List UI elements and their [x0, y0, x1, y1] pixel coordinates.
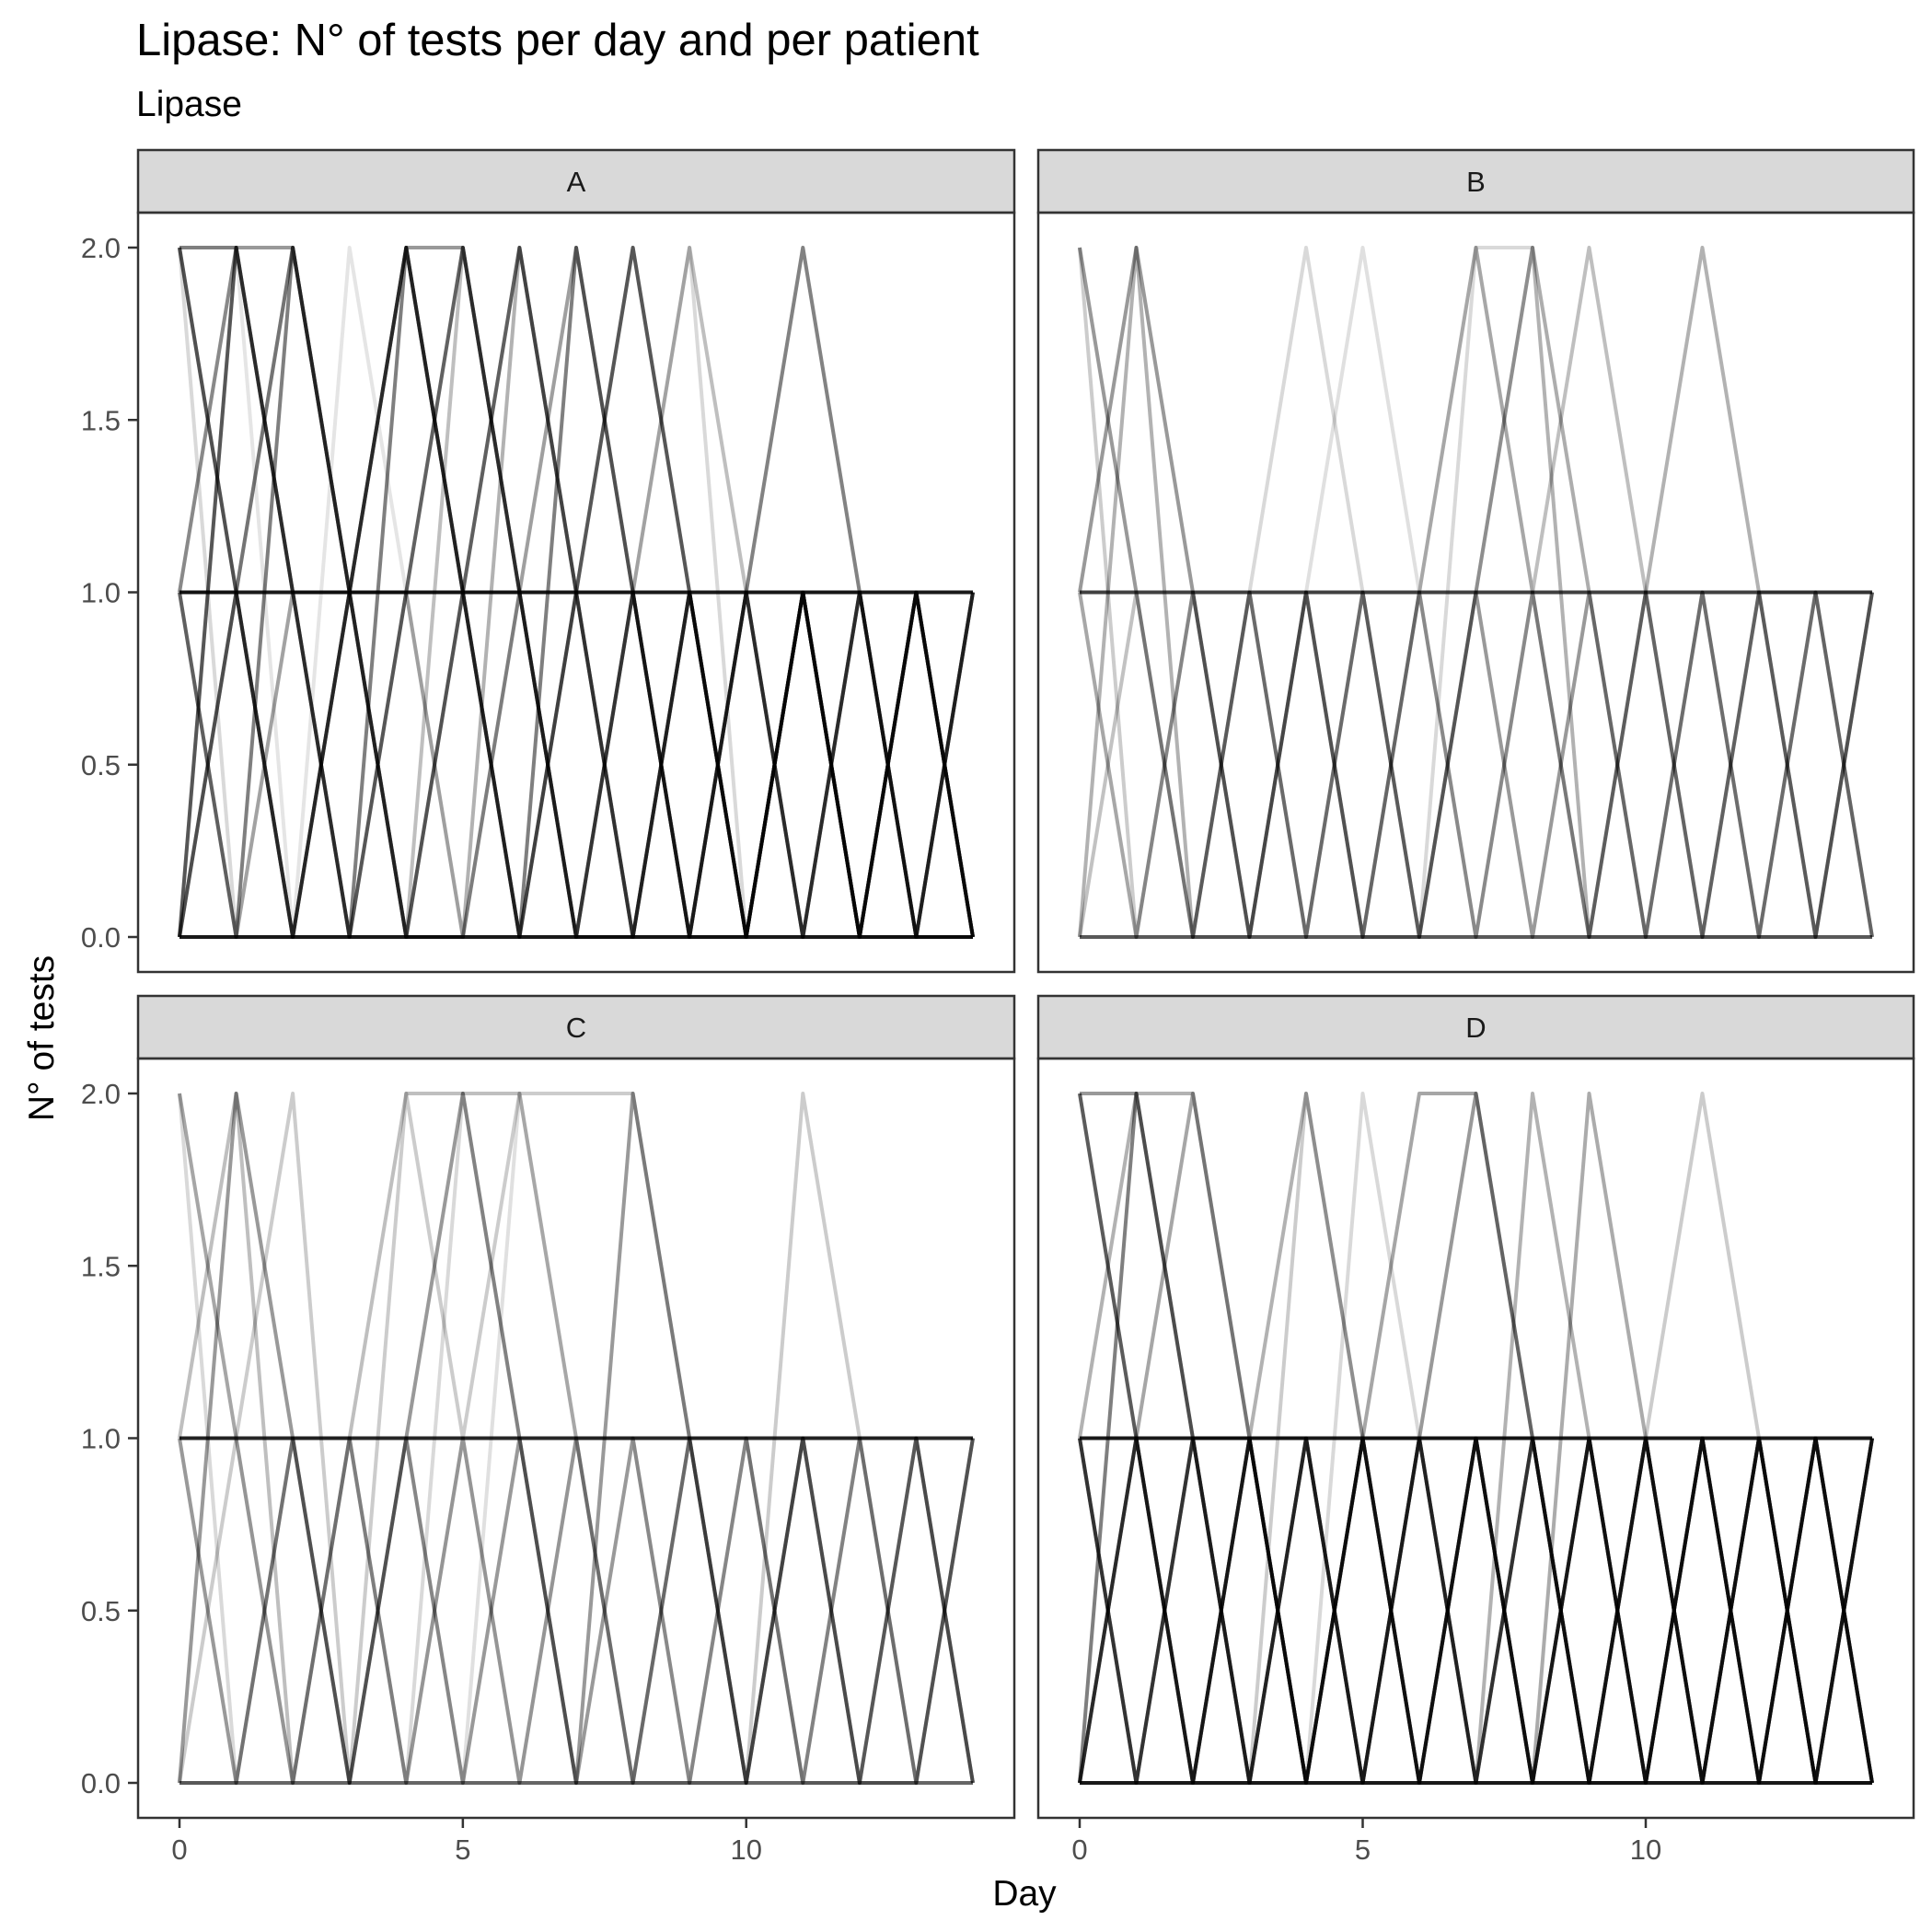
y-tick-label: 0.5 [81, 749, 121, 781]
series-line-7 [1078, 1436, 1874, 1785]
facet-panel-d: D 0 5 10 [1036, 994, 1915, 1866]
series-line-16 [178, 246, 975, 939]
series-line-10 [1078, 590, 1874, 939]
y-tick-label: 0.0 [81, 921, 121, 954]
facet-strip-label: D [1465, 1012, 1486, 1044]
facet-strip [1036, 994, 1915, 1060]
y-tick-label: 1.5 [81, 404, 121, 436]
facet-strip [136, 148, 1016, 214]
series-line-10 [1078, 1092, 1874, 1785]
y-tick-label: 2.0 [81, 232, 121, 264]
series-line-9 [1078, 1092, 1872, 1785]
series-line-6 [1078, 1092, 1874, 1785]
y-tick-label: 1.0 [81, 577, 121, 609]
series-group [1078, 1092, 1874, 1785]
series-line-4 [178, 1092, 975, 1785]
facet-strip-label: A [567, 166, 586, 198]
y-tick-label: 1.0 [81, 1423, 121, 1455]
series-line-8 [1080, 1092, 1874, 1785]
series-group [178, 246, 975, 939]
y-tick-label: 0.5 [81, 1595, 121, 1627]
series-line-6 [179, 246, 973, 939]
y-tick-label: 1.5 [81, 1250, 121, 1282]
x-axis-title: Day [992, 1874, 1057, 1914]
series-line-11 [179, 246, 975, 939]
series-line-13 [178, 246, 975, 939]
facet-panels: A 0.0 0.5 1.0 1.5 2.0 B C 0.0 0.5 1.0 1.5 2.0 0 5 10 D 0 5… [81, 148, 1915, 1866]
series-line-4 [1078, 246, 1874, 939]
facet-panel-b: B [1036, 148, 1915, 974]
series-group [1078, 246, 1874, 939]
series-line-5 [178, 1093, 975, 1785]
panel-border [1036, 211, 1915, 974]
series-line-5 [1078, 246, 1874, 939]
y-tick-label: 0.0 [81, 1767, 121, 1799]
series-line-7 [1078, 246, 1872, 939]
series-line-14 [1078, 1092, 1874, 1785]
series-group [178, 1092, 975, 1785]
facet-panel-a: A 0.0 0.5 1.0 1.5 2.0 [81, 148, 1016, 974]
series-line-7 [178, 1092, 975, 1785]
series-line-3 [1078, 247, 1874, 939]
series-line-4 [1078, 1436, 1874, 1785]
y-axis-title: N° of tests [22, 955, 62, 1121]
x-tick-label: 10 [730, 1834, 761, 1866]
series-line-13 [1078, 1092, 1874, 1785]
series-line-10 [179, 1436, 975, 1785]
panel-border [1036, 1057, 1915, 1820]
facet-strip [1036, 148, 1915, 214]
x-tick-label: 0 [1071, 1834, 1087, 1866]
series-line-9 [1078, 246, 1874, 939]
x-tick-label: 5 [1355, 1834, 1371, 1866]
series-line-12 [1078, 1092, 1874, 1785]
y-tick-label: 2.0 [81, 1078, 121, 1110]
series-line-14 [178, 246, 975, 939]
series-line-6 [178, 1092, 975, 1785]
series-line-3 [178, 1092, 975, 1785]
series-line-8 [1078, 246, 1874, 939]
series-line-5 [178, 246, 975, 939]
series-line-15 [178, 246, 973, 939]
chart-title: Lipase: N° of tests per day and per pati… [136, 16, 979, 65]
x-tick-label: 10 [1630, 1834, 1661, 1866]
x-tick-label: 5 [455, 1834, 470, 1866]
series-line-12 [178, 246, 975, 939]
series-line-6 [1078, 246, 1874, 939]
facet-strip-label: B [1466, 166, 1486, 198]
series-line-8 [178, 1092, 975, 1785]
chart-subtitle: Lipase [136, 85, 242, 124]
x-tick-label: 0 [171, 1834, 187, 1866]
series-line-11 [1078, 1092, 1874, 1785]
series-line-7 [178, 590, 975, 939]
series-line-10 [178, 246, 975, 939]
facet-strip-label: C [566, 1012, 586, 1044]
facet-panel-c: C 0.0 0.5 1.0 1.5 2.0 0 5 10 [81, 994, 1016, 1866]
facet-strip [136, 994, 1016, 1060]
series-line-9 [178, 246, 975, 939]
series-line-9 [179, 1092, 975, 1785]
series-line-8 [178, 246, 975, 939]
